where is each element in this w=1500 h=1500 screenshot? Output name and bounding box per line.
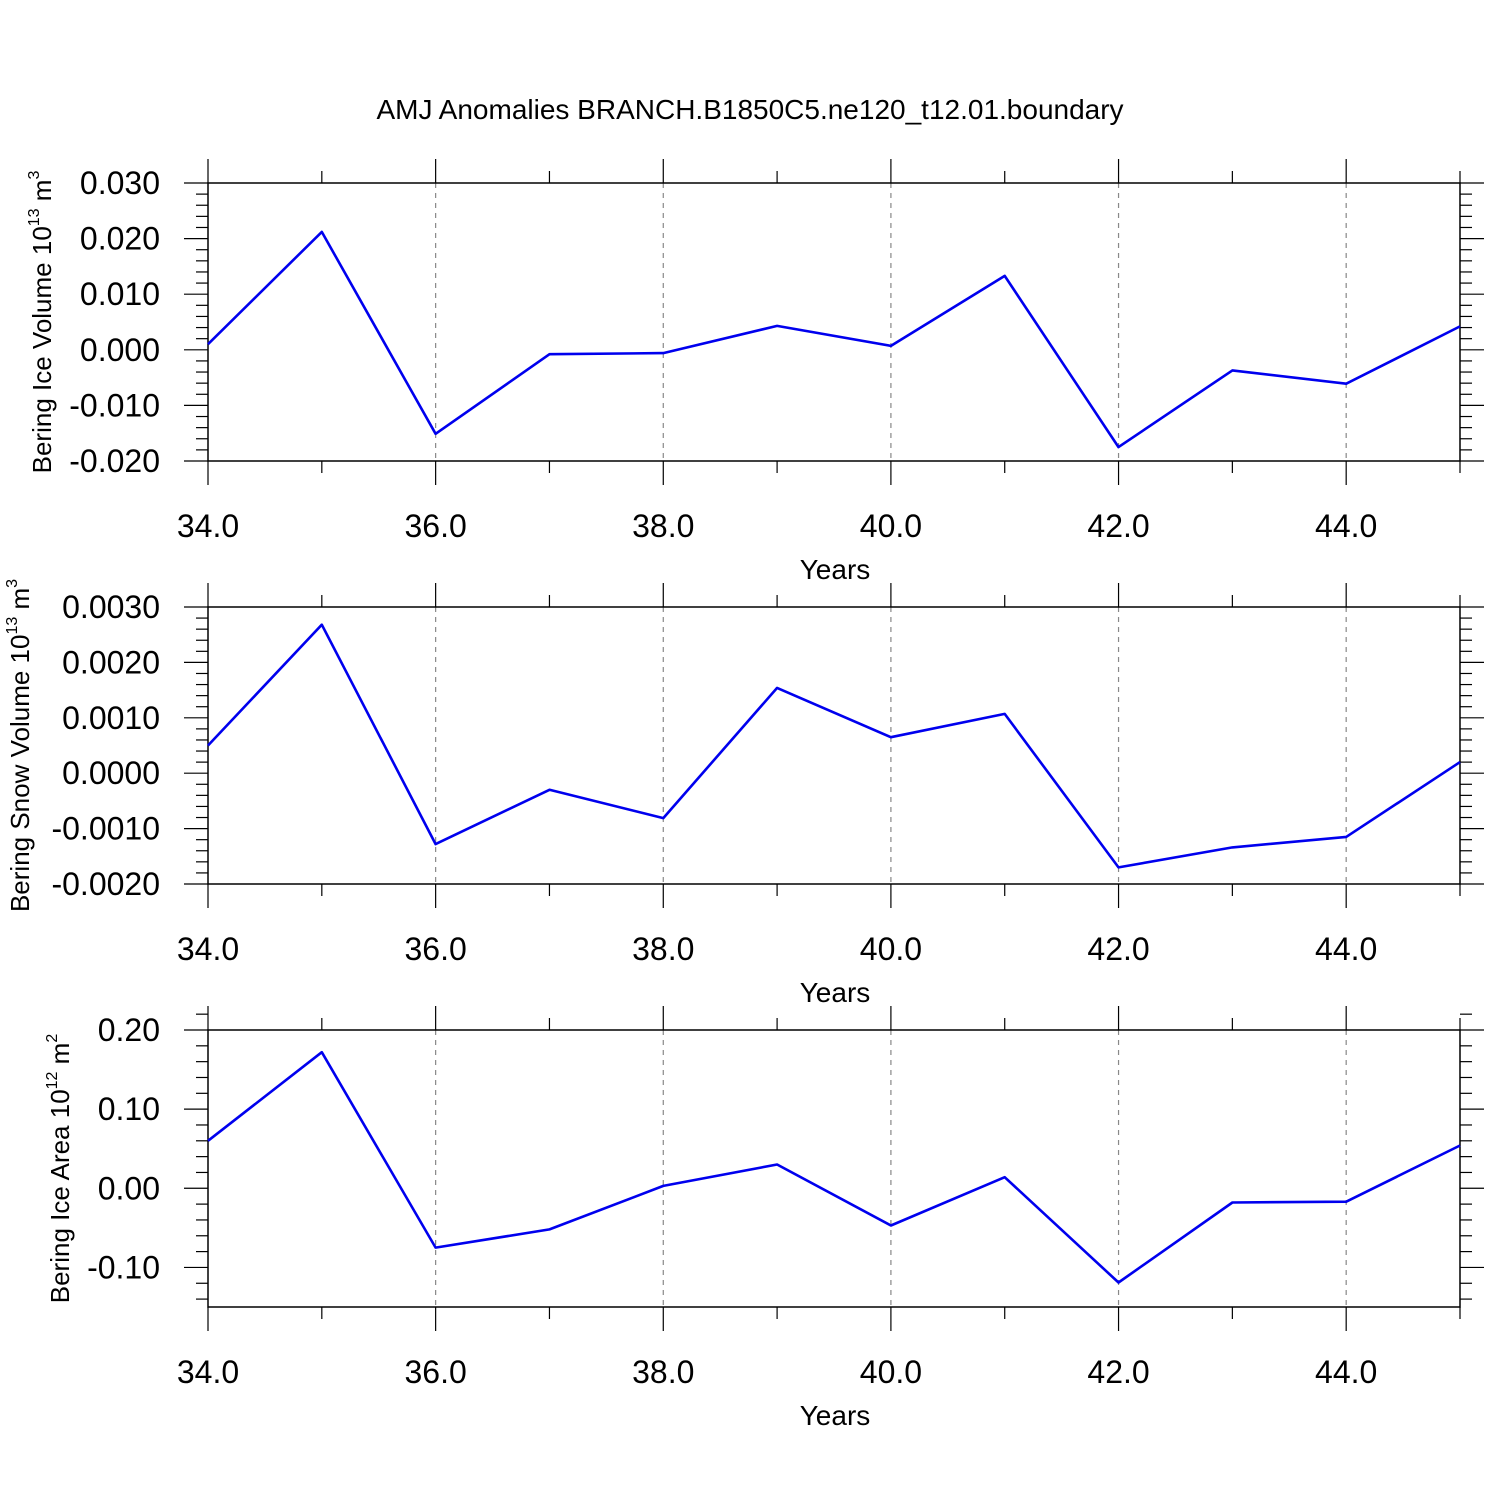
x-tick-label: 40.0 — [860, 1354, 922, 1390]
y-tick-label: 0.0010 — [62, 700, 160, 736]
y-tick-label: 0.010 — [80, 276, 160, 312]
series-line-ice-volume — [207, 230, 1461, 449]
y-tick-label: 0.20 — [98, 1012, 160, 1048]
series-line-ice-area — [207, 1050, 1461, 1284]
x-tick-label: 34.0 — [177, 931, 239, 967]
x-axis-label: Years — [800, 1400, 871, 1431]
x-tick-label: 36.0 — [404, 1354, 466, 1390]
y-axis-label: Bering Ice Volume 1013 m3 — [26, 171, 57, 474]
y-tick-label: -0.10 — [87, 1249, 160, 1285]
y-tick-label: 0.0030 — [62, 589, 160, 625]
plot-frame — [207, 1029, 1461, 1308]
x-tick-label: 38.0 — [632, 931, 694, 967]
y-tick-label: 0.030 — [80, 165, 160, 201]
series-line-snow-volume — [207, 623, 1461, 869]
y-tick-label: -0.0010 — [51, 811, 160, 847]
y-axis-label: Bering Snow Volume 1013 m3 — [4, 579, 35, 912]
x-tick-label: 42.0 — [1087, 931, 1149, 967]
chart-title: AMJ Anomalies BRANCH.B1850C5.ne120_t12.0… — [376, 94, 1123, 125]
y-tick-label: 0.020 — [80, 221, 160, 257]
x-tick-label: 34.0 — [177, 508, 239, 544]
x-tick-label: 38.0 — [632, 508, 694, 544]
y-tick-label: -0.020 — [69, 443, 160, 479]
y-tick-label: 0.10 — [98, 1091, 160, 1127]
y-tick-label: -0.010 — [69, 387, 160, 423]
panel-ice-volume: 34.0 36.0 38.0 40.0 42.0 44.0 -0.020 -0.010 0.00… — [26, 159, 1484, 585]
plot-frame — [207, 182, 1461, 462]
x-tick-label: 42.0 — [1087, 1354, 1149, 1390]
x-tick-label: 40.0 — [860, 931, 922, 967]
x-tick-label: 44.0 — [1315, 508, 1377, 544]
y-tick-label: 0.00 — [98, 1170, 160, 1206]
y-tick-label: -0.0020 — [51, 866, 160, 902]
panel-snow-volume: 34.0 36.0 38.0 40.0 42.0 44.0 -0.0020 -0.0010 0.… — [4, 579, 1484, 1008]
x-tick-label: 44.0 — [1315, 931, 1377, 967]
panel-ice-area: 34.0 36.0 38.0 40.0 42.0 44.0 -0.10 0.00 0.10 0.2… — [44, 1006, 1484, 1431]
y-tick-label: 0.0000 — [62, 755, 160, 791]
x-tick-label: 38.0 — [632, 1354, 694, 1390]
x-tick-label: 42.0 — [1087, 508, 1149, 544]
x-tick-label: 44.0 — [1315, 1354, 1377, 1390]
y-tick-label: 0.0020 — [62, 644, 160, 680]
x-tick-label: 40.0 — [860, 508, 922, 544]
x-tick-label: 34.0 — [177, 1354, 239, 1390]
y-axis-label: Bering Ice Area 1012 m2 — [44, 1034, 75, 1304]
x-tick-label: 36.0 — [404, 508, 466, 544]
x-axis-label: Years — [800, 554, 871, 585]
y-tick-label: 0.000 — [80, 332, 160, 368]
x-axis-label: Years — [800, 977, 871, 1008]
x-tick-label: 36.0 — [404, 931, 466, 967]
